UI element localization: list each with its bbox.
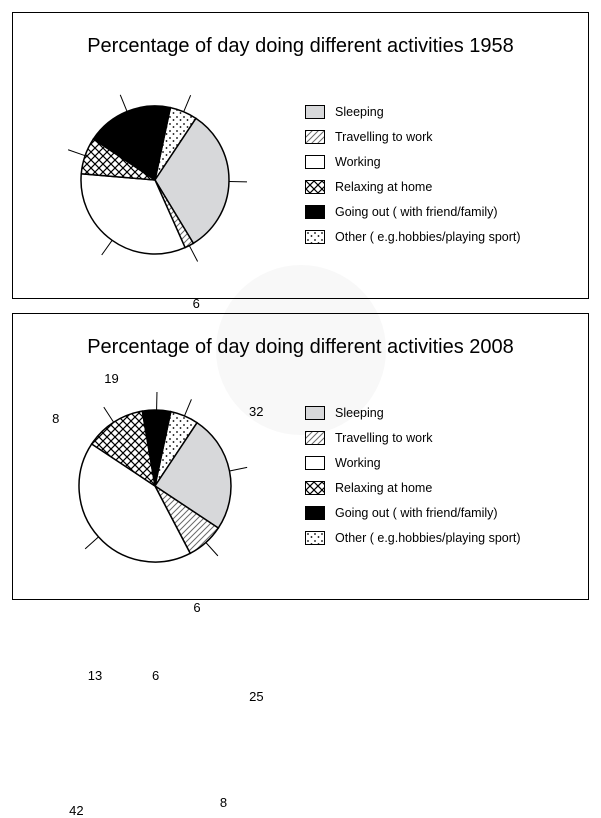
chart-legend: Sleeping Travelling to work Working Relaxin…: [305, 105, 521, 255]
legend-label: Other ( e.g.hobbies/playing sport): [335, 531, 521, 545]
chart-panel: Percentage of day doing different activi…: [12, 12, 589, 299]
legend-item-travelling: Travelling to work: [305, 431, 521, 445]
legend-swatch: [305, 155, 325, 169]
legend-label: Sleeping: [335, 406, 384, 420]
legend-label: Working: [335, 155, 381, 169]
legend-label: Relaxing at home: [335, 180, 432, 194]
slice-value-label: 25: [249, 689, 489, 704]
root: Percentage of day doing different activi…: [12, 12, 589, 600]
legend-label: Travelling to work: [335, 130, 433, 144]
pie-chart: 625842136: [35, 381, 275, 581]
legend-swatch: [305, 506, 325, 520]
legend-item-sleeping: Sleeping: [305, 406, 521, 420]
legend-item-other: Other ( e.g.hobbies/playing sport): [305, 531, 521, 545]
slice-value-label: 6: [193, 600, 433, 615]
chart-row: 632233819 Sleeping Travelling to work Worki…: [35, 80, 566, 280]
legend-label: Working: [335, 456, 381, 470]
legend-item-relaxing: Relaxing at home: [305, 180, 521, 194]
legend-item-travelling: Travelling to work: [305, 130, 521, 144]
legend-swatch: [305, 205, 325, 219]
legend-label: Going out ( with friend/family): [335, 506, 498, 520]
chart-row: 625842136 Sleeping Travelling to work Worki…: [35, 381, 566, 581]
legend-item-other: Other ( e.g.hobbies/playing sport): [305, 230, 521, 244]
legend-label: Sleeping: [335, 105, 384, 119]
legend-swatch: [305, 531, 325, 545]
chart-panel: Percentage of day doing different activi…: [12, 313, 589, 600]
pie-chart: 632233819: [35, 80, 275, 280]
legend-item-goingout: Going out ( with friend/family): [305, 506, 521, 520]
legend-swatch: [305, 456, 325, 470]
legend-swatch: [305, 230, 325, 244]
chart-legend: Sleeping Travelling to work Working Relaxin…: [305, 406, 521, 556]
chart-title: Percentage of day doing different activi…: [35, 35, 566, 58]
legend-swatch: [305, 481, 325, 495]
slice-value-label: 42: [69, 803, 309, 818]
chart-title: Percentage of day doing different activi…: [35, 336, 566, 359]
legend-swatch: [305, 406, 325, 420]
legend-swatch: [305, 180, 325, 194]
legend-item-working: Working: [305, 155, 521, 169]
slice-value-label: 6: [193, 296, 433, 311]
legend-swatch: [305, 105, 325, 119]
legend-item-goingout: Going out ( with friend/family): [305, 205, 521, 219]
legend-item-relaxing: Relaxing at home: [305, 481, 521, 495]
legend-item-sleeping: Sleeping: [305, 105, 521, 119]
legend-item-working: Working: [305, 456, 521, 470]
legend-swatch: [305, 431, 325, 445]
legend-label: Going out ( with friend/family): [335, 205, 498, 219]
legend-label: Other ( e.g.hobbies/playing sport): [335, 230, 521, 244]
legend-swatch: [305, 130, 325, 144]
legend-label: Travelling to work: [335, 431, 433, 445]
legend-label: Relaxing at home: [335, 481, 432, 495]
slice-value-label: 6: [152, 668, 392, 683]
